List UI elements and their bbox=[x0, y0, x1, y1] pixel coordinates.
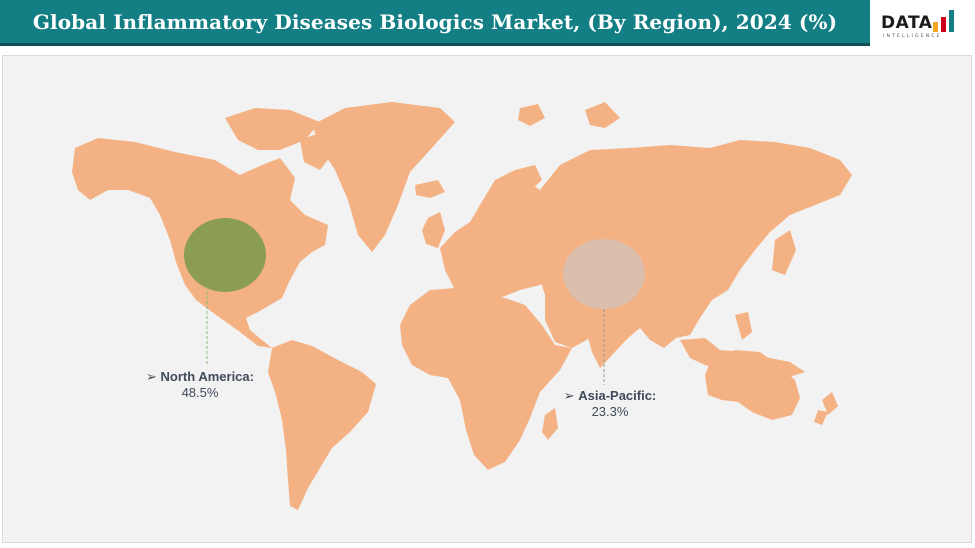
canadian-archipelago-land bbox=[225, 108, 320, 150]
asia-pacific-bubble bbox=[563, 239, 645, 309]
north-america-value: 48.5% bbox=[181, 385, 219, 400]
iceland-land bbox=[415, 180, 445, 198]
madagascar-land bbox=[542, 408, 558, 440]
asia-pacific-marker-icon: ➢ bbox=[563, 388, 575, 403]
philippines-land bbox=[735, 312, 752, 340]
japan-land bbox=[772, 230, 796, 275]
british-isles-land bbox=[422, 212, 445, 248]
svalbard-land bbox=[518, 104, 545, 126]
asia-pacific-value: 23.3% bbox=[591, 404, 629, 419]
landmass-group bbox=[72, 102, 852, 510]
logo-bars-icon bbox=[933, 10, 963, 32]
asia-pacific-name: Asia-Pacific: bbox=[578, 388, 657, 403]
north-america-marker-icon: ➢ bbox=[146, 369, 157, 384]
asia-land bbox=[538, 140, 852, 368]
title-banner: Global Inflammatory Diseases Biologics M… bbox=[0, 0, 870, 46]
logo-subtitle: INTELLIGENCE bbox=[883, 34, 942, 39]
page-title: Global Inflammatory Diseases Biologics M… bbox=[32, 10, 838, 34]
north-america-label: ➢ North America: 48.5% bbox=[110, 369, 290, 401]
north-america-bubble bbox=[184, 218, 266, 292]
greenland-land bbox=[312, 102, 455, 252]
logo-wordmark: DATA bbox=[881, 13, 933, 33]
south-america-land bbox=[268, 340, 376, 510]
new-zealand-land bbox=[822, 392, 838, 415]
asia-pacific-label: ➢ Asia-Pacific: 23.3% bbox=[520, 388, 700, 420]
north-america-name: North America: bbox=[160, 369, 254, 384]
hudson-bay-east-land bbox=[268, 168, 288, 192]
new-zealand-south-land bbox=[814, 410, 828, 425]
siberia-north-islands-land bbox=[585, 102, 620, 128]
australia-land bbox=[705, 350, 800, 420]
arabia-land bbox=[545, 295, 590, 348]
africa-land bbox=[400, 288, 572, 470]
datam-logo: DATA INTELLIGENCE bbox=[871, 0, 975, 52]
scandinavia-land bbox=[480, 165, 542, 220]
